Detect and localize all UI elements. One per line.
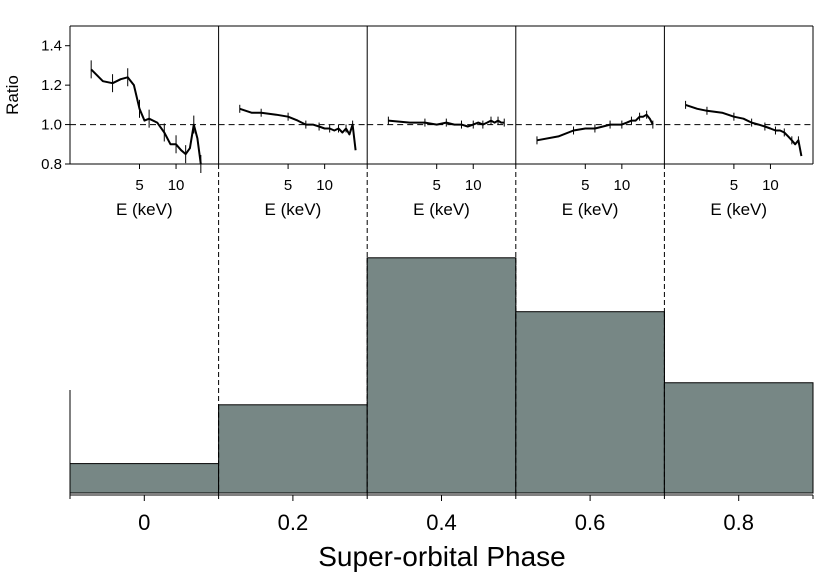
ratio-x-axis-title: E (keV): [265, 200, 322, 219]
bottom-histogram: 0 0.2 0.4 0.6 0.8: [69, 164, 814, 535]
ratio-axis-title: Ratio: [3, 75, 22, 115]
ratio-x-tick-label: 5: [433, 177, 441, 194]
ratio-y-tick-label: 1.0: [41, 117, 62, 134]
ratio-y-tick-label: 0.8: [41, 156, 62, 173]
phase-x-tick-label: 0: [138, 510, 150, 535]
histogram-bar: [515, 311, 665, 494]
ratio-x-tick-label: 10: [762, 177, 779, 194]
ratio-x-tick-label: 5: [284, 177, 292, 194]
ratio-x-axis-title: E (keV): [562, 200, 619, 219]
ratio-x-axis-title: E (keV): [116, 200, 173, 219]
ratio-series-line: [239, 107, 357, 151]
top-panels: 0.8 1.0 1.2 1.4 5 10 E (keV) 5 10 E (keV) 5 10 E (ke…: [41, 26, 813, 219]
ratio-x-tick-label: 5: [135, 177, 143, 194]
histogram-bar: [218, 404, 368, 494]
ratio-y-tick-label: 1.4: [41, 38, 62, 55]
histogram-bar: [663, 382, 814, 494]
histogram-bar: [366, 257, 517, 494]
ratio-x-tick-label: 10: [168, 177, 185, 194]
bottom-axis-title: Super-orbital Phase: [318, 541, 565, 572]
ratio-x-axis-title: E (keV): [710, 200, 767, 219]
ratio-x-tick-label: 10: [614, 177, 631, 194]
top-panels-frame: [69, 25, 814, 165]
phase-x-tick-label: 0.4: [426, 510, 457, 535]
ratio-x-tick-label: 10: [316, 177, 333, 194]
histogram-bar: [69, 463, 220, 494]
ratio-x-tick-label: 5: [581, 177, 589, 194]
ratio-x-tick-label: 10: [465, 177, 482, 194]
ratio-y-tick-label: 1.2: [41, 77, 62, 94]
phase-x-tick-label: 0.8: [723, 510, 754, 535]
ratio-series-line: [90, 68, 202, 165]
phase-x-tick-label: 0.6: [575, 510, 606, 535]
phase-x-tick-label: 0.2: [278, 510, 309, 535]
ratio-x-tick-label: 5: [730, 177, 738, 194]
ratio-x-axis-title: E (keV): [413, 200, 470, 219]
ratio-series-line: [685, 103, 803, 157]
